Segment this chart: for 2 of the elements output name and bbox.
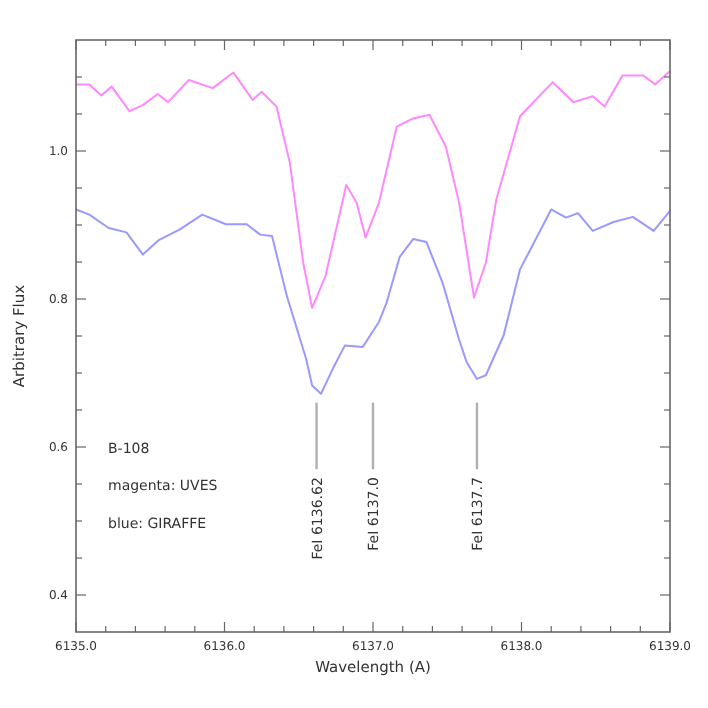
line-series (75, 70, 671, 309)
line-series (75, 208, 671, 395)
